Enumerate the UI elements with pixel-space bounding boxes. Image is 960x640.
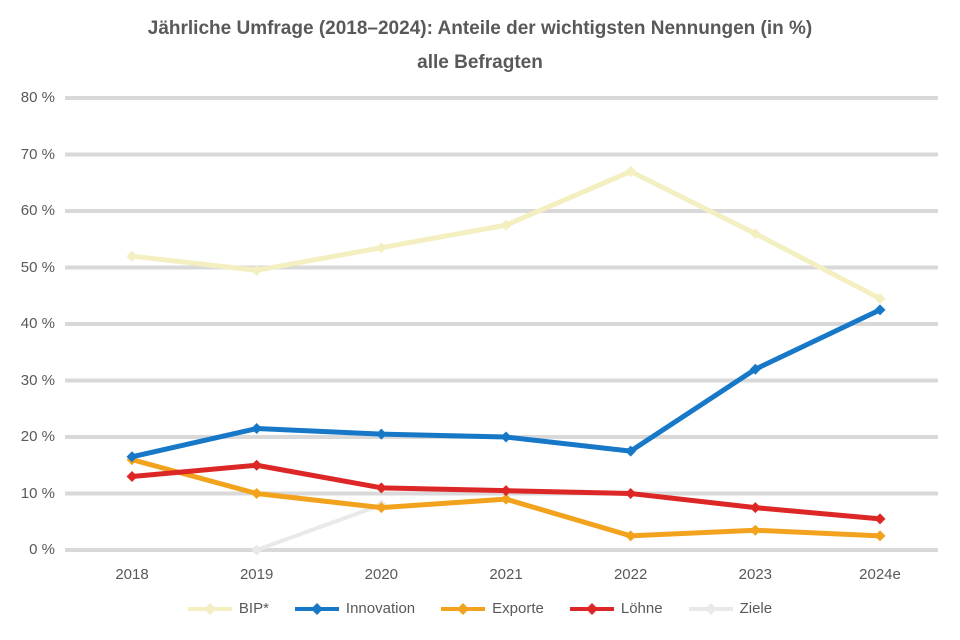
y-axis-tick-label: 20 % xyxy=(20,428,55,445)
legend-item: Exporte xyxy=(441,600,544,617)
y-axis-tick-label: 40 % xyxy=(20,315,55,332)
legend-item: Ziele xyxy=(688,600,773,617)
legend-line-marker-icon xyxy=(187,602,232,615)
x-axis-tick-label: 2019 xyxy=(239,566,274,583)
y-axis-tick-label: 60 % xyxy=(20,202,55,219)
x-axis-tick-label: 2024e xyxy=(859,566,901,583)
y-axis-tick-label: 50 % xyxy=(20,258,55,276)
legend-item: Löhne xyxy=(569,600,663,617)
legend-line-marker-icon xyxy=(569,602,614,615)
legend-item: BIP* xyxy=(187,600,269,617)
legend-item: Innovation xyxy=(294,600,416,617)
legend-label: Innovation xyxy=(345,600,416,617)
y-axis-tick-label: 70 % xyxy=(20,145,55,163)
x-axis-tick-label: 2020 xyxy=(364,566,399,583)
legend-line-marker-icon xyxy=(441,602,486,615)
legend-line-marker-icon xyxy=(688,602,733,615)
y-axis-tick-label: 10 % xyxy=(20,484,55,502)
x-axis-tick-label: 2021 xyxy=(489,566,523,583)
legend-label: Löhne xyxy=(620,600,663,617)
y-axis-tick-label: 30 % xyxy=(20,371,55,389)
y-axis-tick-label: 0 % xyxy=(29,541,55,558)
x-axis-tick-label: 2023 xyxy=(738,566,773,583)
x-axis-tick-label: 2022 xyxy=(613,566,648,583)
legend-label: Ziele xyxy=(739,600,773,617)
legend: BIP* Innovation Exporte Löhne xyxy=(0,600,960,617)
x-axis-tick-label: 2018 xyxy=(115,566,149,583)
legend-line-marker-icon xyxy=(294,602,339,615)
legend-label: Exporte xyxy=(492,600,544,617)
y-axis-tick-label: 80 % xyxy=(20,89,55,106)
legend-label: BIP* xyxy=(238,600,269,617)
